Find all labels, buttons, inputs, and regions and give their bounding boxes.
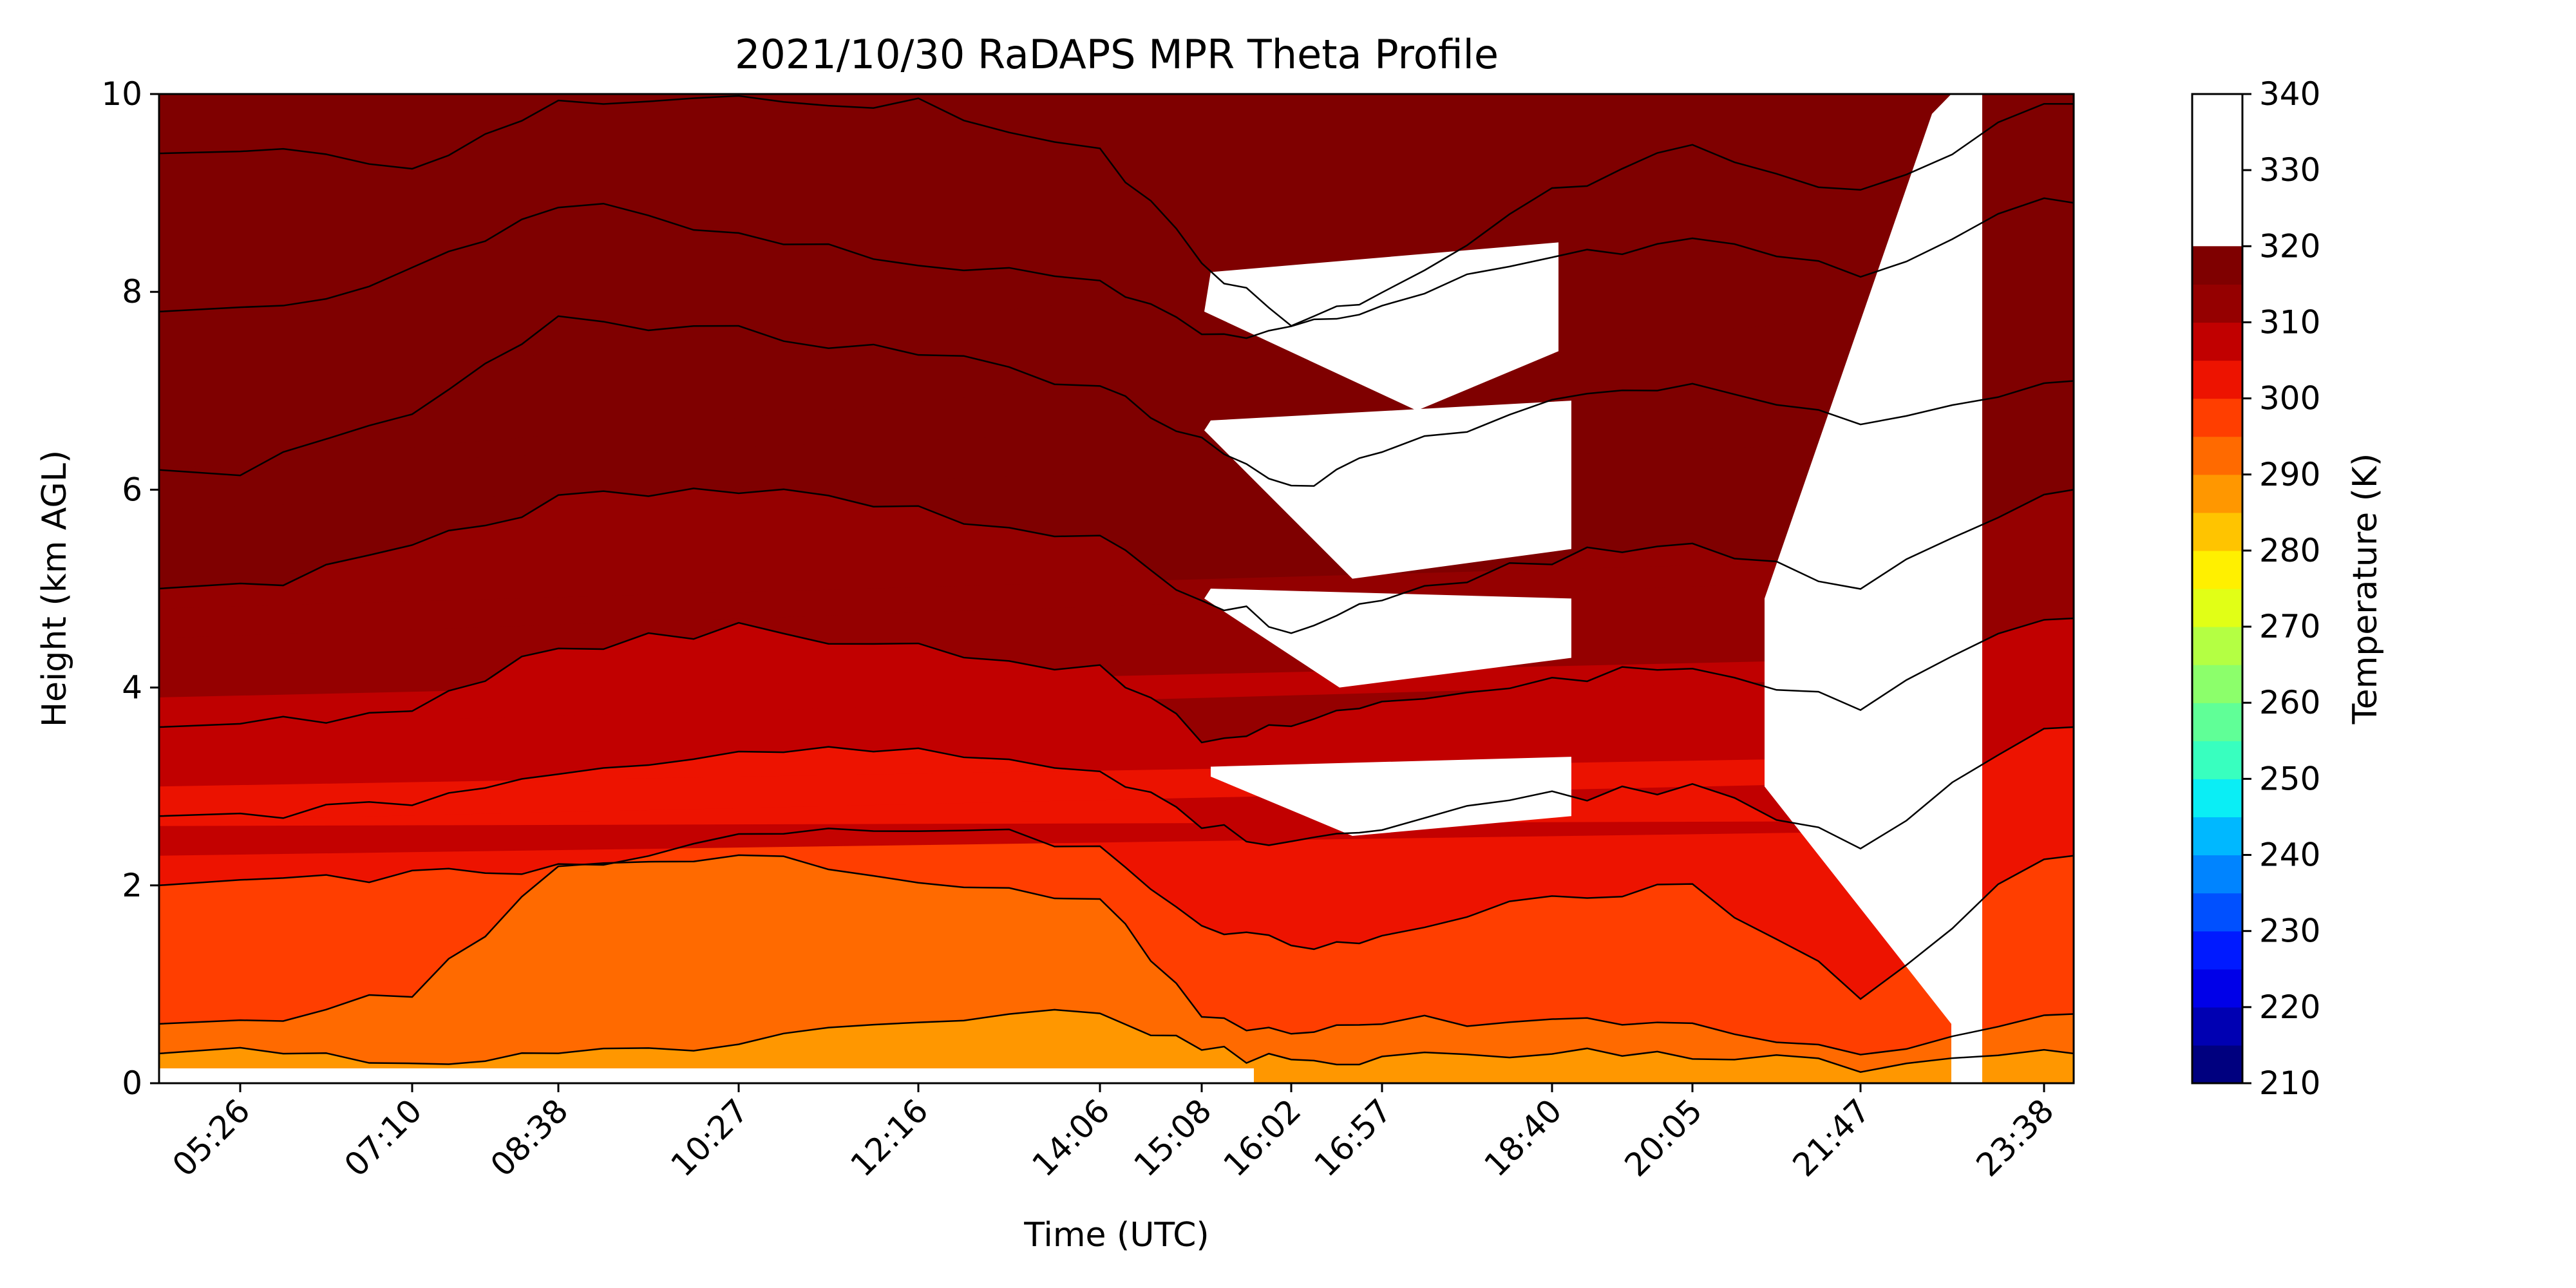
colorbar-segment [2192, 398, 2242, 437]
plot-frame [158, 93, 2075, 1084]
colorbar-segment [2192, 741, 2242, 779]
colorbar-segment [2192, 855, 2242, 894]
contour-line-290 [159, 1009, 2074, 1074]
x-tick-label: 08:38 [484, 1092, 576, 1184]
missing-data-region [1204, 589, 1571, 688]
missing-data-column [1951, 94, 1982, 1083]
x-axis-ticks: 05:26 07:10 08:38 10:27 12:16 14:06 15:0816:02… [166, 1083, 2061, 1184]
colorbar-tick-label: 320 [2259, 227, 2320, 265]
colorbar-segment [2192, 360, 2242, 399]
plot-area [159, 94, 2074, 1083]
colorbar-segment [2192, 474, 2242, 513]
missing-data-strip [159, 1068, 1254, 1083]
colorbar-tick-label: 250 [2259, 760, 2320, 797]
contour-line-315 [159, 488, 2074, 634]
y-tick-label: 2 [122, 867, 142, 904]
x-tick-label: 15:08 [1127, 1092, 1219, 1184]
contour-line-295 [159, 854, 2074, 1056]
colorbar-segment [2192, 589, 2242, 627]
colorbar-tick-label: 230 [2259, 913, 2320, 950]
colorbar-tick-label: 340 [2259, 75, 2320, 113]
artifact-stripe [159, 558, 1926, 638]
colorbar-segment [2192, 550, 2242, 589]
colorbar-tick-label: 210 [2259, 1065, 2320, 1102]
colorbar-tick-label: 240 [2259, 837, 2320, 874]
y-tick-label: 0 [122, 1065, 142, 1102]
contour-line-305 [159, 726, 2074, 850]
y-tick-label: 8 [122, 273, 142, 310]
colorbar-segment [2192, 969, 2242, 1008]
colorbar-tick-label: 280 [2259, 532, 2320, 569]
x-tick-label: 21:47 [1786, 1092, 1878, 1184]
x-tick-label: 16:57 [1307, 1092, 1399, 1184]
colorbar-segment [2192, 512, 2242, 551]
colorbar-segment [2192, 246, 2242, 285]
missing-data-region [1765, 94, 1951, 1024]
x-tick-label: 14:06 [1025, 1092, 1117, 1184]
x-tick-label: 10:27 [664, 1092, 756, 1184]
colorbar-frame [2191, 93, 2244, 1084]
contour-line-320 [159, 315, 2074, 487]
x-tick-label: 18:40 [1477, 1092, 1569, 1184]
colorbar-segment [2192, 1007, 2242, 1046]
colorbar-segment [2192, 1045, 2242, 1084]
contour-line-330 [159, 95, 2074, 327]
y-axis-ticks: 0 2 4 6 8 10 [101, 75, 159, 1102]
colorbar-segment [2192, 627, 2242, 665]
x-tick-label: 16:02 [1217, 1092, 1309, 1184]
y-tick-label: 6 [122, 471, 142, 508]
missing-data-region [1204, 401, 1571, 579]
x-tick-label: 23:38 [1969, 1092, 2061, 1184]
colorbar-segment [2192, 931, 2242, 970]
x-tick-label: 07:10 [337, 1092, 430, 1184]
colorbar-tick-label: 330 [2259, 151, 2320, 189]
colorbar-tick-label: 290 [2259, 456, 2320, 493]
contour-line-310 [159, 617, 2074, 744]
x-tick-label: 12:16 [844, 1092, 936, 1184]
colorbar [2192, 246, 2242, 1084]
colorbar-segment [2192, 779, 2242, 818]
colorbar-tick-label: 270 [2259, 608, 2320, 645]
colorbar-tick-label: 310 [2259, 303, 2320, 341]
x-axis-label: Time (UTC) [1023, 1216, 1209, 1255]
colorbar-segment [2192, 322, 2242, 361]
colorbar-label: Temperature (K) [2346, 453, 2385, 725]
chart-title: 2021/10/30 RaDAPS MPR Theta Profile [735, 31, 1499, 78]
colorbar-tick-label: 220 [2259, 989, 2320, 1026]
contour-lines [159, 95, 2074, 1074]
colorbar-tick-label: 260 [2259, 684, 2320, 721]
colorbar-segment [2192, 703, 2242, 741]
colorbar-segment [2192, 817, 2242, 856]
missing-data-region [1204, 242, 1558, 411]
contour-line-325 [159, 197, 2074, 339]
y-tick-label: 10 [101, 75, 142, 113]
missing-data-region [1211, 757, 1571, 836]
x-tick-label: 05:26 [166, 1092, 258, 1184]
missing-data-regions [159, 94, 1982, 1083]
colorbar-segment [2192, 284, 2242, 323]
artifact-stripe [159, 820, 1926, 856]
x-tick-label: 20:05 [1618, 1092, 1710, 1184]
colorbar-segment [2192, 665, 2242, 703]
y-tick-label: 4 [122, 669, 142, 706]
colorbar-tick-label: 300 [2259, 380, 2320, 417]
colorbar-segment [2192, 893, 2242, 932]
colorbar-ticks: 210 220 230 240 250 260 270 280 290 300 310 320 330 3… [2242, 75, 2320, 1102]
contour-line-300 [159, 828, 2074, 1000]
colorbar-segment [2192, 436, 2242, 475]
artifact-stripe [159, 658, 1926, 728]
y-axis-label: Height (km AGL) [35, 450, 74, 727]
